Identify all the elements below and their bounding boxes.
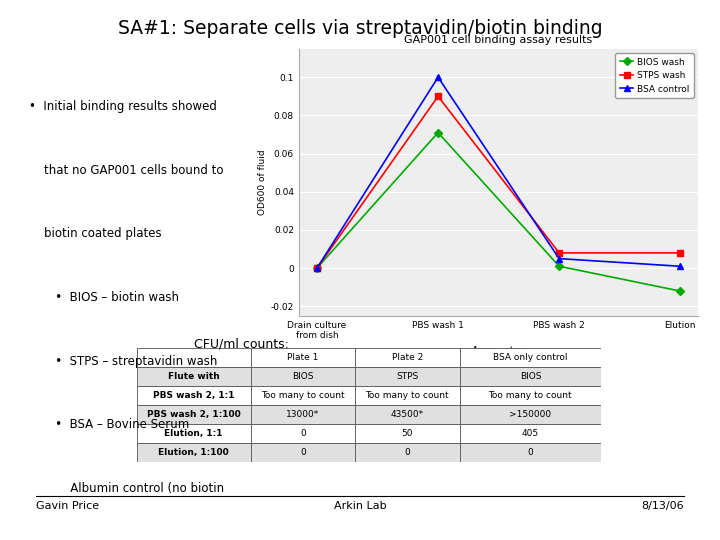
Bar	[137, 424, 251, 443]
Bar	[459, 405, 601, 424]
Bar	[459, 386, 601, 405]
Text: Elution, 1:1: Elution, 1:1	[164, 429, 223, 438]
Text: 8/13/06: 8/13/06	[642, 501, 684, 511]
Text: >150000: >150000	[509, 410, 552, 419]
Text: Too many to count: Too many to count	[366, 391, 449, 400]
Bar	[251, 386, 355, 405]
Bar	[137, 367, 251, 386]
BSA control	[676, 263, 685, 269]
Text: 43500*: 43500*	[391, 410, 424, 419]
Text: 50: 50	[402, 429, 413, 438]
Text: STPS: STPS	[396, 372, 418, 381]
STPS wash	[312, 265, 321, 272]
Text: BIOS: BIOS	[292, 372, 314, 381]
Bar	[251, 367, 355, 386]
Text: CFU/ml counts:: CFU/ml counts:	[194, 338, 289, 350]
Text: Too many to count: Too many to count	[261, 391, 345, 400]
Bar	[459, 424, 601, 443]
Text: Arkin Lab: Arkin Lab	[333, 501, 387, 511]
Text: BSA only control: BSA only control	[493, 353, 567, 362]
Text: 0: 0	[528, 448, 534, 457]
Text: SA#1: Separate cells via streptavidin/biotin binding: SA#1: Separate cells via streptavidin/bi…	[117, 19, 603, 38]
Legend: BIOS wash, STPS wash, BSA control: BIOS wash, STPS wash, BSA control	[616, 53, 694, 98]
X-axis label: Assay stop: Assay stop	[471, 346, 526, 356]
Line: BSA control: BSA control	[314, 75, 683, 271]
Bar	[251, 348, 355, 367]
Bar	[355, 386, 459, 405]
BIOS wash	[676, 288, 685, 294]
Bar	[251, 443, 355, 462]
Text: Elution, 1:100: Elution, 1:100	[158, 448, 229, 457]
STPS wash	[676, 249, 685, 256]
Text: •  Initial binding results showed: • Initial binding results showed	[29, 100, 217, 113]
BSA control	[433, 74, 442, 80]
Text: that no GAP001 cells bound to: that no GAP001 cells bound to	[29, 164, 223, 177]
Y-axis label: OD600 of fluid: OD600 of fluid	[258, 150, 266, 215]
Bar	[137, 386, 251, 405]
Bar	[355, 367, 459, 386]
Title: GAP001 cell binding assay results: GAP001 cell binding assay results	[405, 35, 593, 45]
Bar	[251, 424, 355, 443]
Text: •  BSA – Bovine Serum: • BSA – Bovine Serum	[29, 418, 189, 431]
Text: Flute with: Flute with	[168, 372, 220, 381]
Text: •  BIOS – biotin wash: • BIOS – biotin wash	[29, 291, 179, 304]
STPS wash	[433, 93, 442, 99]
BIOS wash	[312, 265, 321, 272]
Text: 0: 0	[300, 429, 306, 438]
BIOS wash	[555, 263, 564, 269]
Text: Plate 1: Plate 1	[287, 353, 318, 362]
Text: Gavin Price: Gavin Price	[36, 501, 99, 511]
BIOS wash	[433, 130, 442, 136]
Line: STPS wash: STPS wash	[314, 93, 683, 271]
Text: Plate 2: Plate 2	[392, 353, 423, 362]
Line: BIOS wash: BIOS wash	[314, 130, 683, 294]
Bar	[355, 405, 459, 424]
Text: •  STPS – streptavidin wash: • STPS – streptavidin wash	[29, 355, 217, 368]
Text: Albumin control (no biotin: Albumin control (no biotin	[29, 482, 224, 495]
BSA control	[555, 255, 564, 262]
Bar	[459, 348, 601, 367]
Bar	[355, 443, 459, 462]
Bar	[459, 443, 601, 462]
Text: Too many to count: Too many to count	[489, 391, 572, 400]
Text: 13000*: 13000*	[286, 410, 320, 419]
STPS wash	[555, 249, 564, 256]
Text: 0: 0	[405, 448, 410, 457]
Bar	[251, 405, 355, 424]
Text: PBS wash 2, 1:1: PBS wash 2, 1:1	[153, 391, 235, 400]
Bar	[355, 424, 459, 443]
Bar	[137, 348, 251, 367]
Bar	[459, 367, 601, 386]
Text: biotin coated plates: biotin coated plates	[29, 227, 161, 240]
Text: 0: 0	[300, 448, 306, 457]
Bar	[137, 443, 251, 462]
Text: BIOS: BIOS	[520, 372, 541, 381]
Bar	[137, 405, 251, 424]
Text: 405: 405	[522, 429, 539, 438]
BSA control	[312, 265, 321, 272]
Bar	[355, 348, 459, 367]
Text: PBS wash 2, 1:100: PBS wash 2, 1:100	[147, 410, 240, 419]
